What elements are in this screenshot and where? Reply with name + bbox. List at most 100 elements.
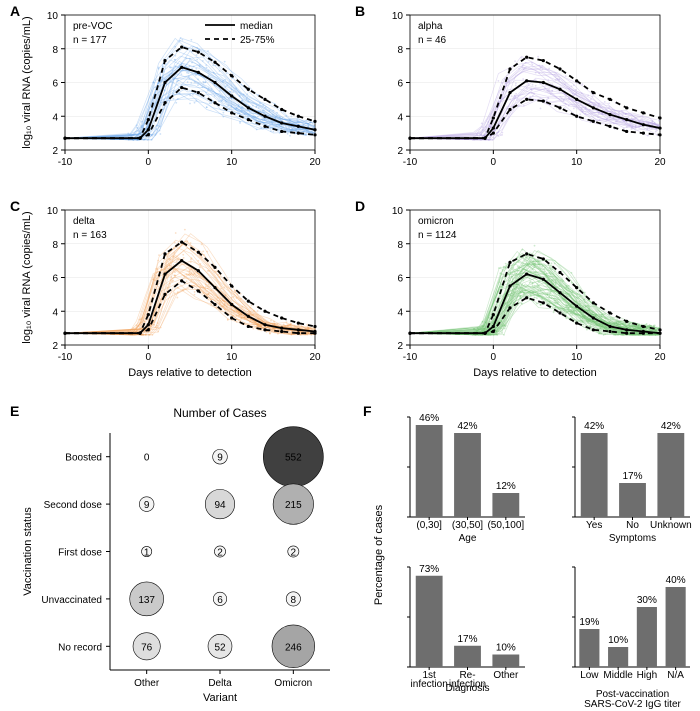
svg-text:8: 8 bbox=[52, 45, 58, 56]
n-label: n = 163 bbox=[73, 230, 107, 241]
bar-label: 17% bbox=[622, 471, 642, 482]
bubble-count: 8 bbox=[291, 595, 297, 606]
svg-text:0: 0 bbox=[146, 352, 152, 363]
panel-label: E bbox=[10, 403, 19, 419]
viral-chart: 246810-1001020deltan = 163log₁₀ viral RN… bbox=[15, 200, 325, 380]
x-category: Other bbox=[493, 670, 519, 681]
svg-text:6: 6 bbox=[52, 274, 58, 285]
viral-panel-A: A246810-1001020pre-VOCn = 177median25-75… bbox=[15, 5, 325, 185]
legend-median: median bbox=[240, 21, 273, 32]
trace bbox=[410, 65, 659, 139]
panel-label: A bbox=[10, 3, 20, 19]
svg-text:10: 10 bbox=[226, 352, 238, 363]
bar-label: 10% bbox=[608, 635, 628, 646]
variant-title: delta bbox=[73, 216, 95, 227]
bar-subplot: 19%Low10%Middle30%High40%N/APost-vaccina… bbox=[572, 567, 690, 710]
x-category: Yes bbox=[586, 520, 602, 531]
bubble-count: 94 bbox=[214, 500, 226, 511]
trace bbox=[65, 70, 309, 140]
bubble-count: 76 bbox=[141, 642, 153, 653]
svg-text:10: 10 bbox=[392, 206, 404, 217]
viral-panel-D: D246810-1001020omicronn = 1124Days relat… bbox=[360, 200, 670, 380]
x-axis-label: Variant bbox=[203, 692, 237, 704]
viral-chart: 246810-1001020alphan = 46 bbox=[360, 5, 670, 185]
x-axis-label: Days relative to detection bbox=[473, 367, 597, 379]
svg-text:10: 10 bbox=[226, 157, 238, 168]
trace bbox=[410, 56, 655, 138]
svg-text:20: 20 bbox=[654, 157, 666, 168]
panel-label: D bbox=[355, 198, 365, 214]
bubble-count: 52 bbox=[214, 642, 226, 653]
x-category: (50,100] bbox=[487, 520, 524, 531]
svg-text:-10: -10 bbox=[58, 352, 73, 363]
y-axis-label: Percentage of cases bbox=[373, 504, 385, 605]
bar bbox=[581, 433, 608, 517]
bar bbox=[492, 493, 519, 517]
bar-label: 42% bbox=[661, 421, 681, 432]
viral-chart: 246810-1001020omicronn = 1124Days relati… bbox=[360, 200, 670, 380]
trace bbox=[71, 248, 315, 335]
svg-text:4: 4 bbox=[52, 112, 58, 123]
x-category: Middle bbox=[603, 670, 633, 681]
bar-label: 17% bbox=[457, 634, 477, 645]
x-category: High bbox=[637, 670, 658, 681]
viral-chart: 246810-1001020pre-VOCn = 177median25-75%… bbox=[15, 5, 325, 185]
svg-text:4: 4 bbox=[52, 307, 58, 318]
bar bbox=[608, 647, 628, 667]
bubble-count: 246 bbox=[285, 642, 302, 653]
y-category: Unvaccinated bbox=[41, 595, 102, 606]
bar-subplot: 73%1stinfection17%Re-infection10%OtherDi… bbox=[407, 564, 525, 694]
bar bbox=[454, 433, 481, 517]
svg-text:6: 6 bbox=[397, 79, 403, 90]
svg-text:10: 10 bbox=[392, 11, 404, 22]
svg-text:10: 10 bbox=[571, 157, 583, 168]
svg-text:0: 0 bbox=[146, 157, 152, 168]
trace bbox=[65, 78, 308, 138]
x-category: (30,50] bbox=[452, 520, 483, 531]
bar-subplot: 46%(0,30]42%(30,50]12%(50,100]Age bbox=[407, 413, 525, 544]
bar-label: 42% bbox=[584, 421, 604, 432]
trace bbox=[65, 247, 308, 335]
svg-text:20: 20 bbox=[309, 157, 321, 168]
svg-text:0: 0 bbox=[491, 157, 497, 168]
x-category: infection bbox=[411, 679, 448, 690]
x-category: Unknown bbox=[650, 520, 692, 531]
x-category: No bbox=[626, 520, 639, 531]
bar-label: 46% bbox=[419, 413, 439, 424]
bubble-count: 215 bbox=[285, 500, 302, 511]
x-axis-label: Days relative to detection bbox=[128, 367, 252, 379]
bubble-count: 6 bbox=[217, 595, 223, 606]
svg-text:20: 20 bbox=[654, 352, 666, 363]
y-category: First dose bbox=[58, 548, 102, 559]
y-axis-label: Vaccination status bbox=[22, 507, 34, 596]
svg-text:0: 0 bbox=[491, 352, 497, 363]
bubble-count: 1 bbox=[144, 548, 150, 559]
n-label: n = 177 bbox=[73, 35, 107, 46]
bar-multiples: Percentage of cases46%(0,30]42%(30,50]12… bbox=[368, 405, 698, 705]
svg-text:2: 2 bbox=[397, 341, 403, 352]
y-category: No record bbox=[58, 642, 102, 653]
n-label: n = 46 bbox=[418, 35, 447, 46]
x-category: N/A bbox=[667, 670, 684, 681]
svg-text:-10: -10 bbox=[403, 157, 418, 168]
variant-title: pre-VOC bbox=[73, 21, 112, 32]
svg-text:8: 8 bbox=[397, 240, 403, 251]
bubble-count: 9 bbox=[144, 500, 150, 511]
bubble-count: 0 bbox=[144, 453, 150, 464]
svg-text:6: 6 bbox=[52, 79, 58, 90]
bar-label: 73% bbox=[419, 564, 439, 575]
svg-text:10: 10 bbox=[571, 352, 583, 363]
bar-label: 42% bbox=[457, 421, 477, 432]
x-axis-label: Age bbox=[459, 533, 477, 544]
bar bbox=[657, 433, 684, 517]
x-category: Omicron bbox=[274, 678, 312, 689]
svg-text:4: 4 bbox=[397, 307, 403, 318]
svg-text:4: 4 bbox=[397, 112, 403, 123]
x-axis-label: Symptoms bbox=[609, 533, 656, 544]
svg-text:10: 10 bbox=[47, 206, 59, 217]
bubble-count: 2 bbox=[217, 548, 223, 559]
viral-panel-C: C246810-1001020deltan = 163log₁₀ viral R… bbox=[15, 200, 325, 380]
bubble-count: 9 bbox=[217, 453, 223, 464]
svg-text:2: 2 bbox=[52, 146, 58, 157]
bubble-count: 137 bbox=[138, 595, 155, 606]
